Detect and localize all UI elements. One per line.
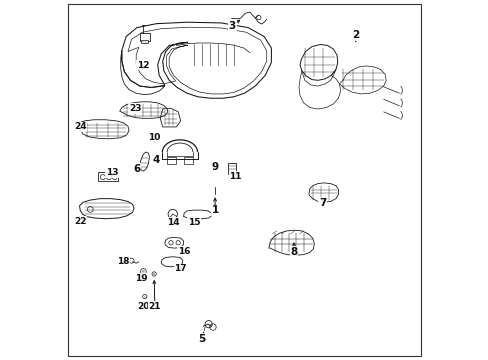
Text: 2: 2 (351, 30, 359, 40)
Text: 12: 12 (137, 61, 149, 70)
Text: 7: 7 (318, 198, 325, 208)
Bar (98, 172, 118, 181)
Text: 19: 19 (135, 274, 147, 283)
Text: 14: 14 (167, 218, 180, 227)
Text: 18: 18 (117, 257, 129, 266)
Text: 6: 6 (133, 164, 140, 174)
Text: 23: 23 (129, 104, 141, 113)
Text: 1: 1 (211, 206, 218, 216)
Bar (167, 157, 176, 164)
Text: 16: 16 (178, 247, 190, 256)
Text: 9: 9 (211, 162, 218, 172)
Text: 11: 11 (229, 172, 241, 181)
Bar (183, 157, 192, 164)
Text: 22: 22 (74, 217, 86, 226)
Text: 15: 15 (188, 218, 200, 227)
Bar (140, 40, 148, 43)
Text: 13: 13 (105, 168, 118, 177)
Text: 10: 10 (148, 133, 160, 142)
Text: 21: 21 (148, 302, 161, 311)
Bar (228, 163, 236, 174)
Text: 5: 5 (198, 333, 204, 343)
Text: 4: 4 (153, 155, 160, 165)
Text: 3: 3 (228, 21, 235, 31)
Text: 24: 24 (74, 122, 86, 131)
Bar (140, 33, 149, 41)
Text: 8: 8 (290, 247, 297, 257)
Text: 20: 20 (137, 302, 149, 311)
Text: 17: 17 (174, 265, 186, 274)
